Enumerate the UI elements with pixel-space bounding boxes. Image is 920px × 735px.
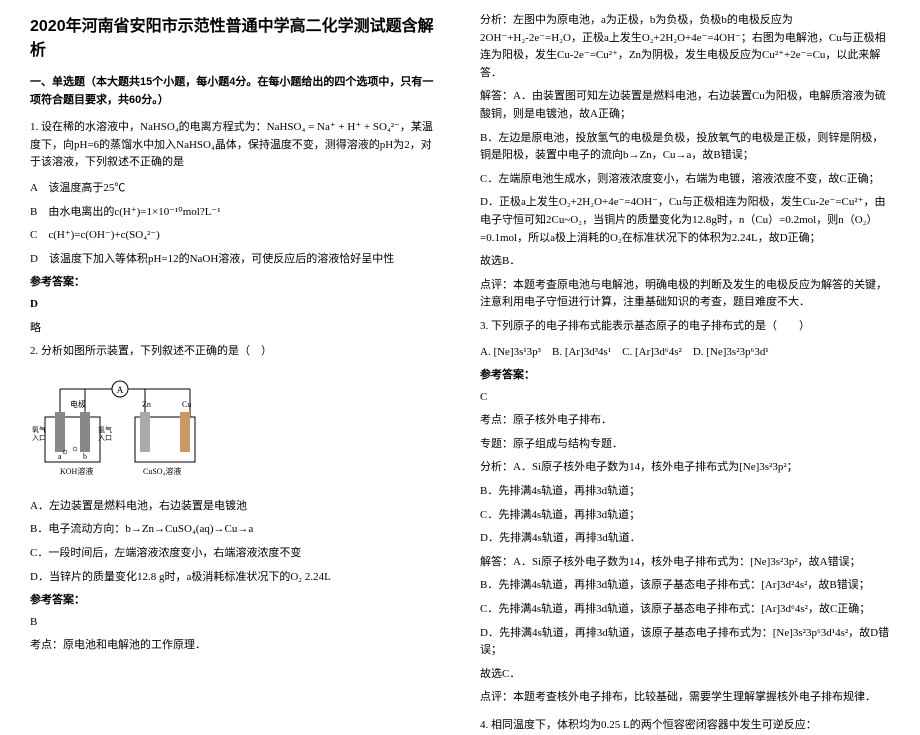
section-heading: 一、单选题（本大题共15个小题，每小题4分。在每小题给出的四个选项中，只有一项符… bbox=[30, 74, 440, 109]
o2-label: 氧气 bbox=[32, 425, 46, 434]
cu-label: Cu bbox=[182, 400, 191, 409]
q1-hint: 略 bbox=[30, 320, 440, 338]
q2-option-b: B．电子流动方向：b→Zn→CuSO₄(aq)→Cu→a bbox=[30, 521, 440, 539]
analysis-text: 分析：左图中为原电池，a为正极，b为负极，负极b的电极反应为2OH⁻+H₂-2e… bbox=[480, 12, 890, 82]
electrode-label: 电极 bbox=[70, 399, 86, 409]
conclusion: 故选B． bbox=[480, 253, 890, 271]
explain-b: B．左边是原电池，投放氢气的电极是负极，投放氧气的电极是正极，则锌是阴极，铜是阳… bbox=[480, 130, 890, 165]
q3-subject: 专题：原子组成与结构专题． bbox=[480, 436, 890, 454]
q3-answer: C bbox=[480, 389, 890, 407]
q3-comment-body: 本题考查核外电子排布，比较基础，需要学生理解掌握核外电子排布规律． bbox=[513, 691, 876, 703]
explain-a: 解答：A．由装置图可知左边装置是燃料电池，右边装置Cu为阳极，电解质溶液为硫酸铜… bbox=[480, 88, 890, 123]
q2-stem: 2. 分析如图所示装置，下列叙述不正确的是（ ） bbox=[30, 343, 440, 361]
q1-option-d: D 该温度下加入等体积pH=12的NaOH溶液，可使反应后的溶液恰好呈中性 bbox=[30, 251, 440, 269]
cuso4-label: CuSO₄溶液 bbox=[143, 466, 181, 476]
q2-topic: 考点：原电池和电解池的工作原理． bbox=[30, 637, 440, 655]
q3-explain-c: C．先排满4s轨道，再排3d轨道，该原子基态电子排布式：[Ar]3d⁶4s²，故… bbox=[480, 601, 890, 619]
q3-a: A. [Ne]3s¹3p³ bbox=[480, 346, 541, 358]
q1-option-a: A 该温度高于25℃ bbox=[30, 180, 440, 198]
q2-answer: B bbox=[30, 614, 440, 632]
q3-analysis-d: D．先排满4s轨道，再排3d轨道． bbox=[480, 530, 890, 548]
q3-topic: 考点：原子核外电子排布． bbox=[480, 412, 890, 430]
q3-explain-a: A．Si原子核外电子数为14，核外电子排布式为：[Ne]3s²3p²，故A错误； bbox=[513, 556, 861, 568]
analysis-body: 左图中为原电池，a为正极，b为负极，负极b的电极反应为2OH⁻+H₂-2e⁻=H… bbox=[480, 14, 886, 79]
q3-analysis-b: B．先排满4s轨道，再排3d轨道； bbox=[480, 483, 890, 501]
q3-analysis-a: A．Si原子核外电子数为14，核外电子排布式为[Ne]3s²3p²； bbox=[513, 461, 798, 473]
q3-d: D. [Ne]3s²3p⁶3d¹ bbox=[693, 346, 769, 358]
q1-answer: D bbox=[30, 296, 440, 314]
q3-explain-d: D．先排满4s轨道，再排3d轨道，该原子基态电子排布式为：[Ne]3s²3p⁶3… bbox=[480, 625, 890, 660]
q4-stem: 4. 相同温度下，体积均为0.25 L的两个恒容密闭容器中发生可逆反应： bbox=[480, 717, 890, 735]
q3-b: B. [Ar]3d³4s¹ bbox=[552, 346, 611, 358]
page-title: 2020年河南省安阳市示范性普通中学高二化学测试题含解析 bbox=[30, 12, 440, 60]
q3-answer-label: 参考答案： bbox=[480, 367, 890, 385]
q2-option-d: D．当锌片的质量变化12.8 g时，a极消耗标准状况下的O₂ 2.24L bbox=[30, 569, 440, 587]
q3-stem: 3. 下列原子的电子排布式能表示基态原子的电子排布式的是（ ） bbox=[480, 318, 890, 336]
explain-label: 解答： bbox=[480, 90, 513, 102]
circuit-diagram: A 电极 Zn Cu 氧气 入口 氢气 入口 a b KOH溶液 CuSO₄溶液 bbox=[30, 377, 210, 487]
analysis-label: 分析： bbox=[480, 14, 513, 26]
o2-in-label: 入口 bbox=[32, 434, 46, 442]
q3-comment-label: 点评： bbox=[480, 691, 513, 703]
q3-analysis-c: C．先排满4s轨道，再排3d轨道； bbox=[480, 507, 890, 525]
q1-option-c: C c(H⁺)=c(OH⁻)+c(SO₄²⁻) bbox=[30, 227, 440, 245]
comment-body: 本题考查原电池与电解池，明确电极的判断及发生的电极反应为解答的关键，注意利用电子… bbox=[480, 279, 887, 309]
comment-label: 点评： bbox=[480, 279, 513, 291]
comment: 点评：本题考查原电池与电解池，明确电极的判断及发生的电极反应为解答的关键，注意利… bbox=[480, 277, 890, 312]
q1-option-b: B 由水电离出的c(H⁺)=1×10⁻¹⁰mol?L⁻¹ bbox=[30, 204, 440, 222]
q1-stem: 1. 设在稀的水溶液中，NaHSO₄的电离方程式为：NaHSO₄ = Na⁺ +… bbox=[30, 119, 440, 172]
explain-a-body: A．由装置图可知左边装置是燃料电池，右边装置Cu为阳极，电解质溶液为硫酸铜，则是… bbox=[480, 90, 886, 120]
q2-option-a: A．左边装置是燃料电池，右边装置是电镀池 bbox=[30, 498, 440, 516]
q3-analysis-label: 分析： bbox=[480, 461, 513, 473]
q3-c: C. [Ar]3d⁶4s² bbox=[622, 346, 682, 358]
b-terminal: b bbox=[83, 452, 87, 461]
h2-label: 氢气 bbox=[98, 425, 112, 434]
q3-explain-b: B．先排满4s轨道，再排3d轨道，该原子基态电子排布式：[Ar]3d²4s²，故… bbox=[480, 577, 890, 595]
q3-analysis: 分析：A．Si原子核外电子数为14，核外电子排布式为[Ne]3s²3p²； bbox=[480, 459, 890, 477]
q2-option-c: C．一段时间后，左端溶液浓度变小，右端溶液浓度不变 bbox=[30, 545, 440, 563]
zn-label: Zn bbox=[142, 400, 151, 409]
q3-options: A. [Ne]3s¹3p³ B. [Ar]3d³4s¹ C. [Ar]3d⁶4s… bbox=[480, 344, 890, 362]
h2-in-label: 入口 bbox=[98, 434, 112, 442]
q3-explain-label: 解答： bbox=[480, 556, 513, 568]
explain-d: D．正极a上发生O₂+2H₂O+4e⁻=4OH⁻，Cu与正极相连为阳极，发生Cu… bbox=[480, 194, 890, 247]
explain-c: C．左端原电池生成水，则溶液浓度变小，右端为电镀，溶液浓度不变，故C正确； bbox=[480, 171, 890, 189]
q3-explain: 解答：A．Si原子核外电子数为14，核外电子排布式为：[Ne]3s²3p²，故A… bbox=[480, 554, 890, 572]
koh-label: KOH溶液 bbox=[60, 466, 93, 476]
q3-conclusion: 故选C． bbox=[480, 666, 890, 684]
q1-answer-label: 参考答案： bbox=[30, 274, 440, 292]
a-terminal: a bbox=[58, 452, 62, 461]
q3-comment: 点评：本题考查核外电子排布，比较基础，需要学生理解掌握核外电子排布规律． bbox=[480, 689, 890, 707]
ammeter-label: A bbox=[117, 385, 124, 395]
q2-answer-label: 参考答案： bbox=[30, 592, 440, 610]
